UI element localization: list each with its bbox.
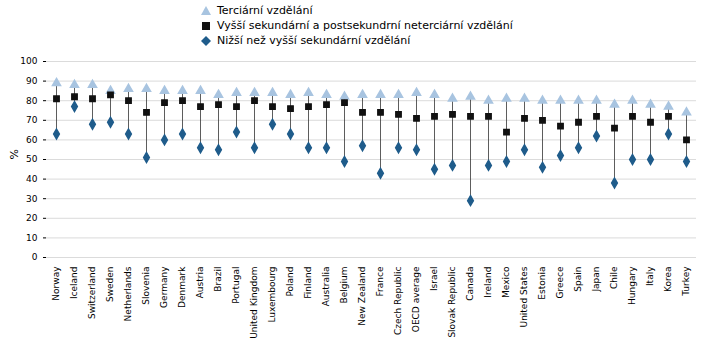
svg-text:France: France xyxy=(375,266,385,296)
svg-text:%: % xyxy=(8,149,21,159)
svg-text:Estonia: Estonia xyxy=(537,267,547,300)
svg-text:Korea: Korea xyxy=(663,267,673,293)
svg-text:40: 40 xyxy=(26,174,38,184)
html-text:Nižší než vyšší sekundární vzd: Nižší než vyšší sekundární vzdělání xyxy=(217,34,411,47)
svg-text:Austria: Austria xyxy=(195,267,205,299)
svg-text:50: 50 xyxy=(26,154,38,164)
svg-text:Israel: Israel xyxy=(429,267,439,292)
svg-text:Luxembourg: Luxembourg xyxy=(267,267,277,323)
svg-text:United Kingdom: United Kingdom xyxy=(249,267,259,339)
svg-text:Ireland: Ireland xyxy=(483,267,493,298)
svg-text:0: 0 xyxy=(32,252,38,262)
svg-text:Portugal: Portugal xyxy=(231,267,241,304)
svg-text:Iceland: Iceland xyxy=(69,267,79,300)
svg-text:Slovenia: Slovenia xyxy=(141,267,151,305)
svg-text:70: 70 xyxy=(26,115,38,125)
svg-text:30: 30 xyxy=(26,194,38,204)
svg-text:60: 60 xyxy=(26,135,38,145)
svg-text:Denmark: Denmark xyxy=(177,266,187,308)
svg-text:Czech Republic: Czech Republic xyxy=(393,266,403,335)
svg-text:Japan: Japan xyxy=(591,267,601,293)
svg-text:Chile: Chile xyxy=(609,266,619,289)
svg-text:Belgium: Belgium xyxy=(339,267,349,304)
svg-text:New Zealand: New Zealand xyxy=(357,267,367,326)
svg-text:20: 20 xyxy=(26,213,38,223)
svg-text:Switzerland: Switzerland xyxy=(87,267,97,320)
svg-text:90: 90 xyxy=(26,76,38,86)
svg-text:Slovak Republic: Slovak Republic xyxy=(447,266,457,337)
svg-text:Norway: Norway xyxy=(51,266,61,301)
svg-text:100: 100 xyxy=(20,56,37,66)
svg-text:80: 80 xyxy=(26,96,38,106)
svg-text:Italy: Italy xyxy=(645,266,655,286)
svg-text:Canada: Canada xyxy=(465,267,475,301)
svg-text:Poland: Poland xyxy=(285,267,295,297)
svg-text:Brazil: Brazil xyxy=(213,267,223,292)
svg-text:Australia: Australia xyxy=(321,267,331,307)
svg-text:Germany: Germany xyxy=(159,266,169,308)
svg-text:OECD average: OECD average xyxy=(411,266,421,332)
svg-text:Greece: Greece xyxy=(555,266,565,298)
svg-text:Turkey: Turkey xyxy=(681,266,691,297)
svg-text:Mexico: Mexico xyxy=(501,266,511,298)
svg-text:Netherlands: Netherlands xyxy=(123,266,133,321)
html-text:Vyšší sekundární a postsekundr: Vyšší sekundární a postsekundrní neterci… xyxy=(217,19,513,32)
html-text:Terciární vzdělání: Terciární vzdělání xyxy=(217,4,313,17)
svg-text:Spain: Spain xyxy=(573,267,583,292)
svg-text:Sweden: Sweden xyxy=(105,267,115,303)
svg-text:Finland: Finland xyxy=(303,267,313,299)
svg-text:United States: United States xyxy=(519,266,529,327)
svg-text:Hungary: Hungary xyxy=(627,266,637,305)
svg-text:10: 10 xyxy=(26,233,38,243)
